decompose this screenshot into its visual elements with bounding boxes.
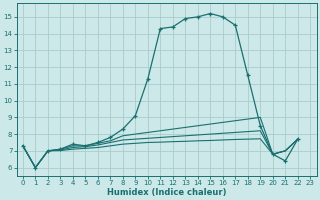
X-axis label: Humidex (Indice chaleur): Humidex (Indice chaleur): [107, 188, 226, 197]
